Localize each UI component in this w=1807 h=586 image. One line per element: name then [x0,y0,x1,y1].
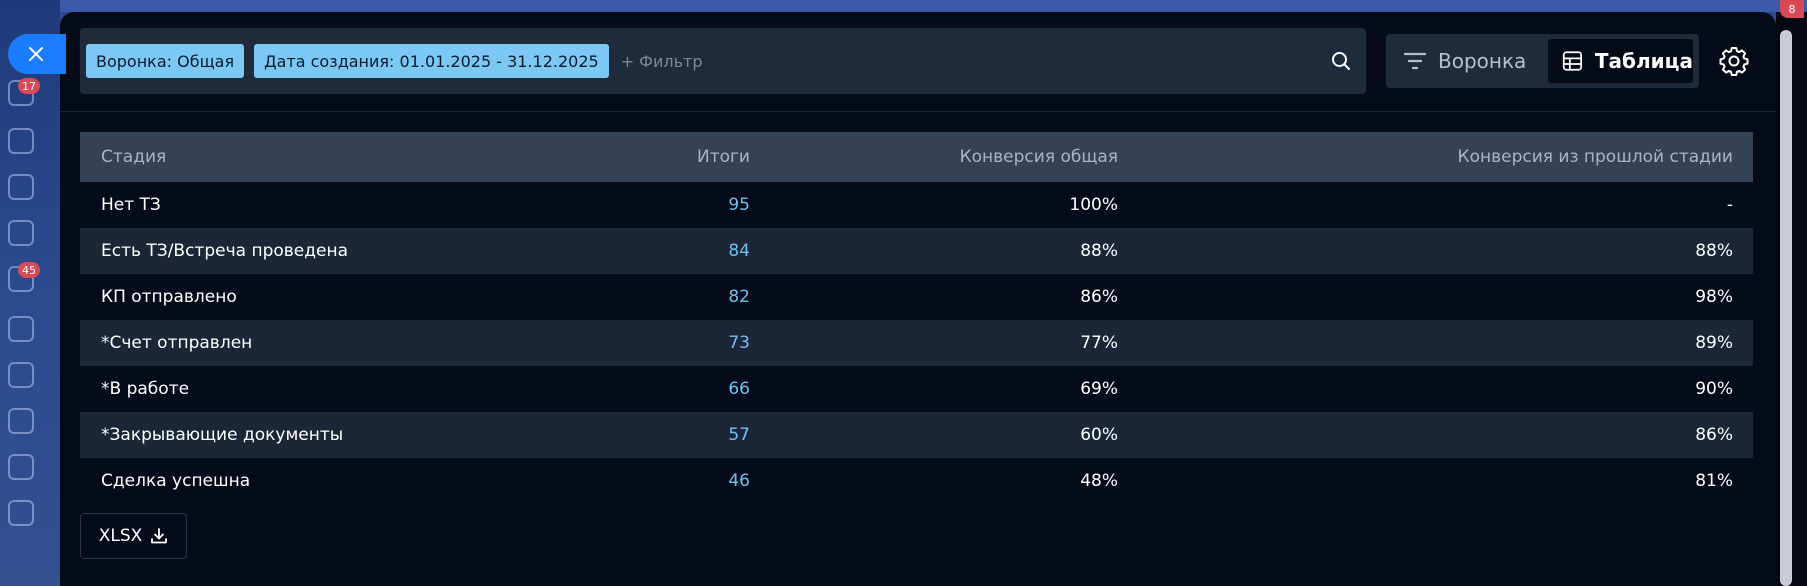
search-icon[interactable] [1330,50,1352,72]
cell-conversion-previous: 81% [1118,458,1753,504]
cell-conversion-total: 86% [750,274,1118,320]
cell-total[interactable]: 95 [550,182,750,228]
view-table-label: Таблица [1594,49,1693,73]
cell-conversion-previous: 89% [1118,320,1753,366]
cell-conversion-total: 69% [750,366,1118,412]
header-conversion-total[interactable]: Конверсия общая [750,132,1118,182]
table-row: *Закрывающие документы 57 60% 86% [80,412,1753,458]
hexagon-icon [8,454,34,480]
filter-chip-created-date[interactable]: Дата создания: 01.01.2025 - 31.12.2025 [254,44,609,78]
table-row: КП отправлено 82 86% 98% [80,274,1753,320]
rail-badge-1: 17 [18,78,40,94]
header-total[interactable]: Итоги [550,132,750,182]
table-row: *Счет отправлен 73 77% 89% [80,320,1753,366]
export-xlsx-button[interactable]: XLSX [80,513,187,559]
cell-total[interactable]: 73 [550,320,750,366]
export-xlsx-label: XLSX [98,526,143,546]
cell-conversion-previous: - [1118,182,1753,228]
cell-total[interactable]: 84 [550,228,750,274]
table-icon [1562,51,1583,71]
cell-conversion-total: 48% [750,458,1118,504]
cell-total[interactable]: 82 [550,274,750,320]
view-funnel-label: Воронка [1438,49,1527,73]
filter-chip-funnel[interactable]: Воронка: Общая [86,44,245,78]
filter-lines-icon [1404,52,1426,70]
cell-stage: Нет ТЗ [80,182,550,228]
cell-total[interactable]: 46 [550,458,750,504]
cell-stage: Сделка успешна [80,458,550,504]
table-row: Нет ТЗ 95 100% - [80,182,1753,228]
modal-header: Воронка: Общая Дата создания: 01.01.2025… [60,12,1776,112]
cell-stage: *Счет отправлен [80,320,550,366]
cell-stage: *В работе [80,366,550,412]
cell-conversion-previous: 98% [1118,274,1753,320]
cell-conversion-total: 88% [750,228,1118,274]
calendar-small-icon [8,500,34,526]
view-toggle: Воронка Таблица [1386,34,1699,88]
funnel-report-modal: Воронка: Общая Дата создания: 01.01.2025… [60,12,1776,586]
cell-stage: *Закрывающие документы [80,412,550,458]
view-table-button[interactable]: Таблица [1548,39,1693,83]
add-filter-button[interactable]: + Фильтр [620,51,703,71]
target-icon [8,174,34,200]
cell-conversion-total: 60% [750,412,1118,458]
table-row: Есть ТЗ/Встреча проведена 84 88% 88% [80,228,1753,274]
calendar-icon [8,128,34,154]
header-conversion-previous[interactable]: Конверсия из прошлой стадии [1118,132,1753,182]
table-row: *В работе 66 69% 90% [80,366,1753,412]
puzzle-icon [8,316,34,342]
table-row: Сделка успешна 46 48% 81% [80,458,1753,504]
cell-stage: КП отправлено [80,274,550,320]
document-icon [8,408,34,434]
filter-bar[interactable]: Воронка: Общая Дата создания: 01.01.2025… [80,28,1366,94]
cell-total[interactable]: 66 [550,366,750,412]
background-sidebar: 17 45 [0,0,60,586]
chat-icon [8,362,34,388]
scrollbar-thumb[interactable] [1780,30,1792,586]
table-header-row: Стадия Итоги Конверсия общая Конверсия и… [80,132,1753,182]
cell-conversion-previous: 88% [1118,228,1753,274]
cell-conversion-total: 77% [750,320,1118,366]
rail-badge-2: 45 [18,262,40,278]
cell-conversion-previous: 90% [1118,366,1753,412]
close-modal-button[interactable] [8,34,66,74]
cell-stage: Есть ТЗ/Встреча проведена [80,228,550,274]
notification-badge: 8 [1780,0,1804,18]
view-funnel-button[interactable]: Воронка [1404,39,1526,83]
funnel-stats-table: Стадия Итоги Конверсия общая Конверсия и… [80,132,1753,504]
cell-total[interactable]: 57 [550,412,750,458]
background-topbar [60,0,1807,12]
cart-icon [8,220,34,246]
close-icon [29,47,43,61]
cell-conversion-previous: 86% [1118,412,1753,458]
download-icon [151,528,168,544]
gear-icon[interactable] [1718,45,1750,77]
cell-conversion-total: 100% [750,182,1118,228]
header-stage[interactable]: Стадия [80,132,550,182]
